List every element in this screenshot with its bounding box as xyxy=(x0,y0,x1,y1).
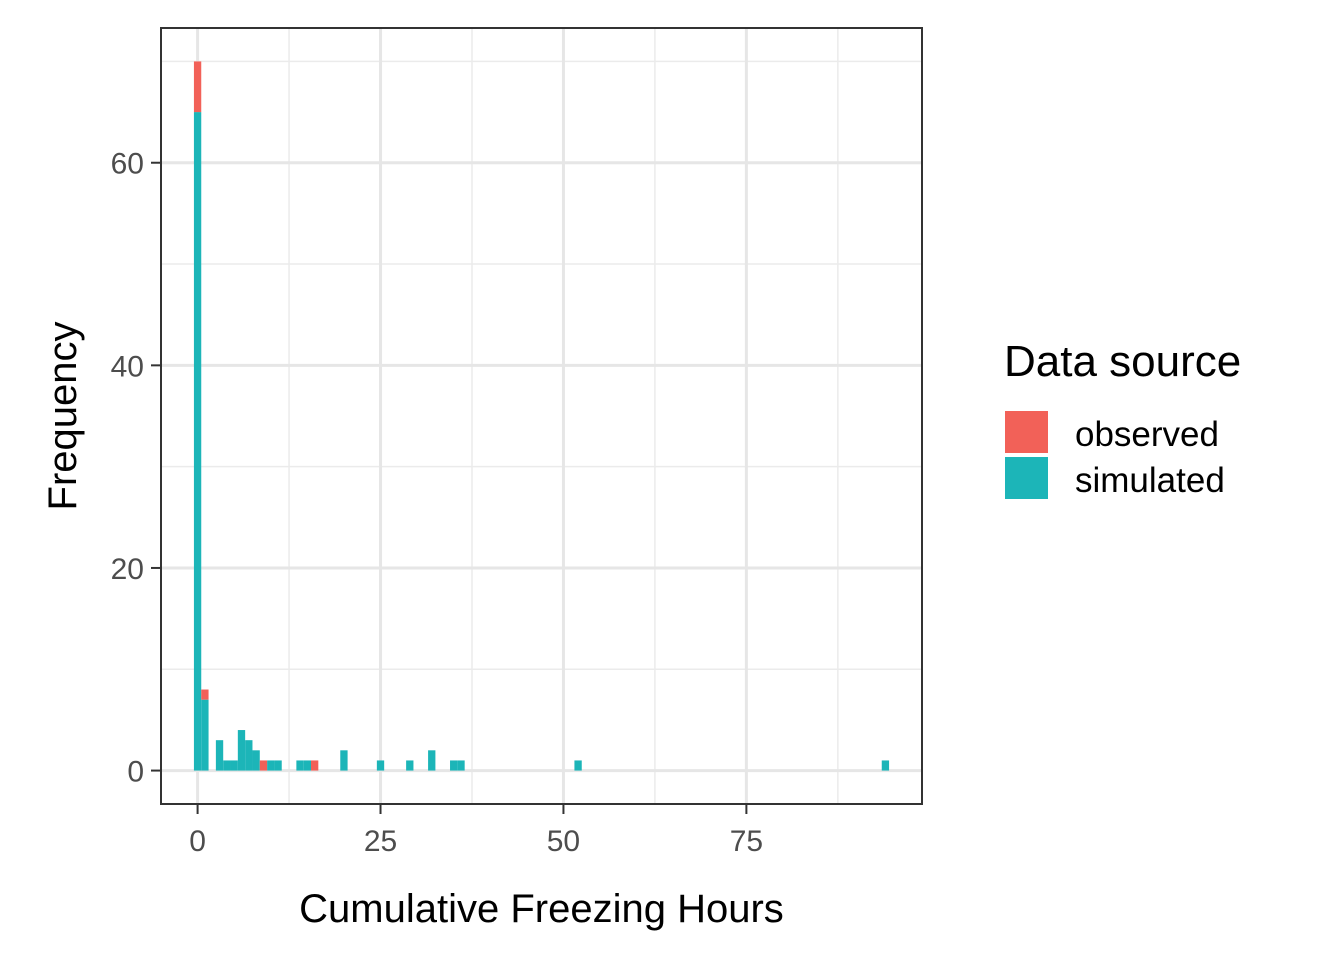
bar-simulated xyxy=(303,760,312,771)
y-tick-label: 20 xyxy=(111,553,144,586)
bar-simulated xyxy=(450,760,458,771)
bar-simulated xyxy=(574,760,582,771)
plot-panel-background xyxy=(161,28,922,804)
bar-simulated xyxy=(245,740,253,771)
y-tick-label: 60 xyxy=(111,148,144,181)
legend-key-simulated xyxy=(1005,457,1048,499)
y-axis-title: Frequency xyxy=(41,322,85,511)
x-tick-label: 50 xyxy=(547,825,580,858)
axis-ticks: 0 25 50 75 0 20 40 60 xyxy=(111,148,763,858)
bar-observed xyxy=(311,760,319,771)
bar-simulated xyxy=(230,760,238,771)
bar-simulated xyxy=(237,730,246,771)
x-tick-label: 75 xyxy=(730,825,763,858)
bar-simulated xyxy=(340,750,348,771)
y-tick-label: 40 xyxy=(111,350,144,383)
bar-observed xyxy=(193,61,202,113)
x-axis-title: Cumulative Freezing Hours xyxy=(299,887,784,931)
x-tick-label: 25 xyxy=(364,825,397,858)
bar-simulated xyxy=(252,750,260,771)
bar-simulated xyxy=(881,760,890,771)
legend-key-observed xyxy=(1005,411,1048,453)
legend-title: Data source xyxy=(1004,337,1241,386)
bar-simulated xyxy=(428,750,436,771)
bar-simulated xyxy=(406,760,414,771)
legend-label-observed: observed xyxy=(1075,415,1219,454)
legend: Data source observed simulated xyxy=(1004,337,1241,500)
bar-simulated xyxy=(274,760,282,771)
bar-simulated xyxy=(267,760,275,771)
bar-simulated xyxy=(296,760,304,771)
x-tick-label: 0 xyxy=(189,825,206,858)
plot-panel-border xyxy=(160,27,923,805)
histogram-bars xyxy=(193,61,890,771)
bar-simulated xyxy=(376,760,385,771)
grid-lines xyxy=(161,28,922,804)
bar-observed xyxy=(259,760,268,771)
y-tick-label: 0 xyxy=(127,756,144,789)
bar-simulated xyxy=(457,760,465,771)
legend-label-simulated: simulated xyxy=(1075,461,1225,500)
bar-observed xyxy=(201,689,209,700)
bar-simulated xyxy=(223,760,231,771)
bar-simulated xyxy=(215,740,224,771)
bar-simulated xyxy=(201,699,209,771)
bar-simulated xyxy=(193,112,202,771)
